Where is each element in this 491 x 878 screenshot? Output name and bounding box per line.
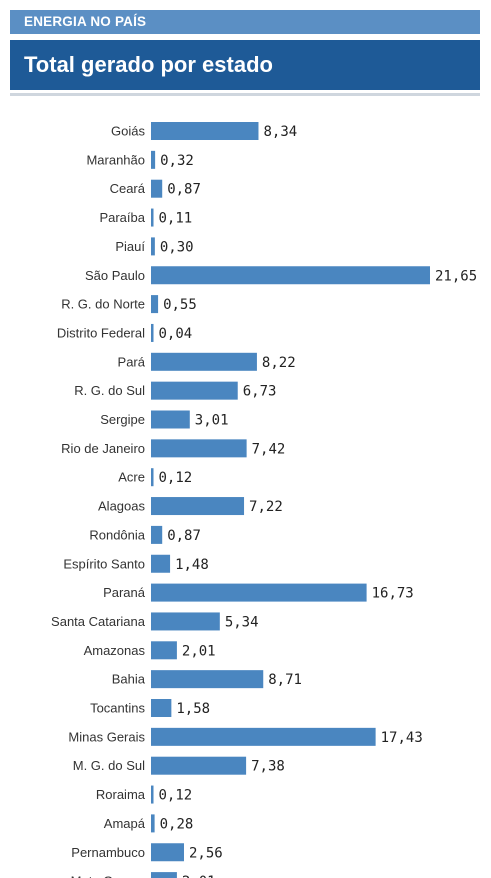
value-label: 0,30: [160, 239, 194, 255]
category-label: Alagoas: [98, 499, 145, 514]
category-label: Mato Grosso: [71, 874, 145, 878]
value-label: 17,43: [381, 730, 423, 746]
value-label: 0,87: [167, 182, 201, 198]
bar: [151, 670, 264, 689]
category-label: Distrito Federal: [57, 325, 145, 340]
value-label: 8,22: [262, 355, 296, 371]
category-label: Pará: [118, 354, 146, 369]
value-label: 1,58: [176, 701, 210, 717]
value-label: 1,48: [175, 557, 209, 573]
value-label: 0,12: [159, 788, 193, 804]
category-label: Maranhão: [86, 152, 145, 167]
category-label: R. G. do Sul: [74, 383, 145, 398]
category-label: Ceará: [110, 181, 146, 196]
value-label: 0,87: [167, 528, 201, 544]
bar: [151, 468, 154, 487]
value-label: 5,34: [225, 614, 259, 630]
value-label: 7,42: [252, 441, 286, 457]
category-label: Sergipe: [100, 412, 145, 427]
bar-chart: Goiás 8,34 Maranhão 0,32 Ceará 0,87 Paraíba 0,1…: [51, 122, 477, 878]
bar: [151, 266, 430, 285]
category-label: Amapá: [104, 816, 146, 831]
value-label: 7,22: [249, 499, 283, 515]
category-label: M. G. do Sul: [73, 758, 145, 773]
value-label: 0,55: [163, 297, 197, 313]
value-label: 6,73: [243, 384, 277, 400]
category-label: Acre: [118, 470, 145, 485]
bar: [151, 727, 376, 746]
bar: [151, 699, 172, 717]
value-label: 0,32: [160, 153, 194, 169]
bar: [151, 756, 247, 775]
chart-title: Total gerado por estado: [10, 40, 480, 90]
category-label: São Paulo: [85, 268, 145, 283]
bar: [151, 641, 177, 660]
bar: [151, 785, 154, 804]
value-label: 0,12: [159, 470, 193, 486]
category-label: Amazonas: [84, 643, 146, 658]
bar: [151, 208, 154, 227]
title-divider: [10, 93, 480, 96]
value-label: 0,11: [159, 211, 193, 227]
bar: [151, 439, 247, 458]
bar: [151, 410, 190, 429]
bar: [151, 583, 367, 602]
bar: [151, 295, 159, 314]
bar: [151, 122, 259, 140]
bar: [151, 323, 154, 342]
value-label: 2,01: [182, 874, 216, 878]
bar: [151, 381, 238, 400]
bar: [151, 352, 257, 371]
value-label: 8,34: [263, 124, 297, 140]
category-label: Rio de Janeiro: [61, 441, 145, 456]
category-label: Rondônia: [89, 527, 145, 542]
category-label: Minas Gerais: [68, 729, 145, 744]
category-label: R. G. do Norte: [61, 297, 145, 312]
bar: [151, 237, 155, 256]
value-label: 8,71: [268, 672, 302, 688]
category-label: Espírito Santo: [63, 556, 145, 571]
bar: [151, 612, 220, 631]
bar: [151, 497, 245, 516]
category-label: Paraíba: [99, 210, 145, 225]
value-label: 21,65: [435, 268, 477, 284]
category-label: Santa Catariana: [51, 614, 146, 629]
bar: [151, 872, 177, 878]
category-label: Goiás: [111, 124, 145, 139]
bar: [151, 554, 171, 573]
bar: [151, 814, 155, 833]
value-label: 0,28: [160, 816, 194, 832]
category-label: Bahia: [112, 672, 146, 687]
category-label: Paraná: [103, 585, 146, 600]
category-label: Pernambuco: [71, 845, 145, 860]
bar: [151, 843, 184, 862]
value-label: 0,04: [159, 326, 193, 342]
category-label: Tocantins: [90, 701, 145, 716]
bar: [151, 525, 163, 544]
category-label: Roraima: [96, 787, 146, 802]
value-label: 16,73: [372, 586, 414, 602]
bar: [151, 150, 156, 169]
value-label: 3,01: [195, 413, 229, 429]
section-kicker: ENERGIA NO PAÍS: [10, 10, 480, 34]
value-label: 7,38: [251, 759, 285, 775]
category-label: Piauí: [115, 239, 145, 254]
value-label: 2,01: [182, 643, 216, 659]
value-label: 2,56: [189, 845, 223, 861]
bar: [151, 179, 163, 198]
